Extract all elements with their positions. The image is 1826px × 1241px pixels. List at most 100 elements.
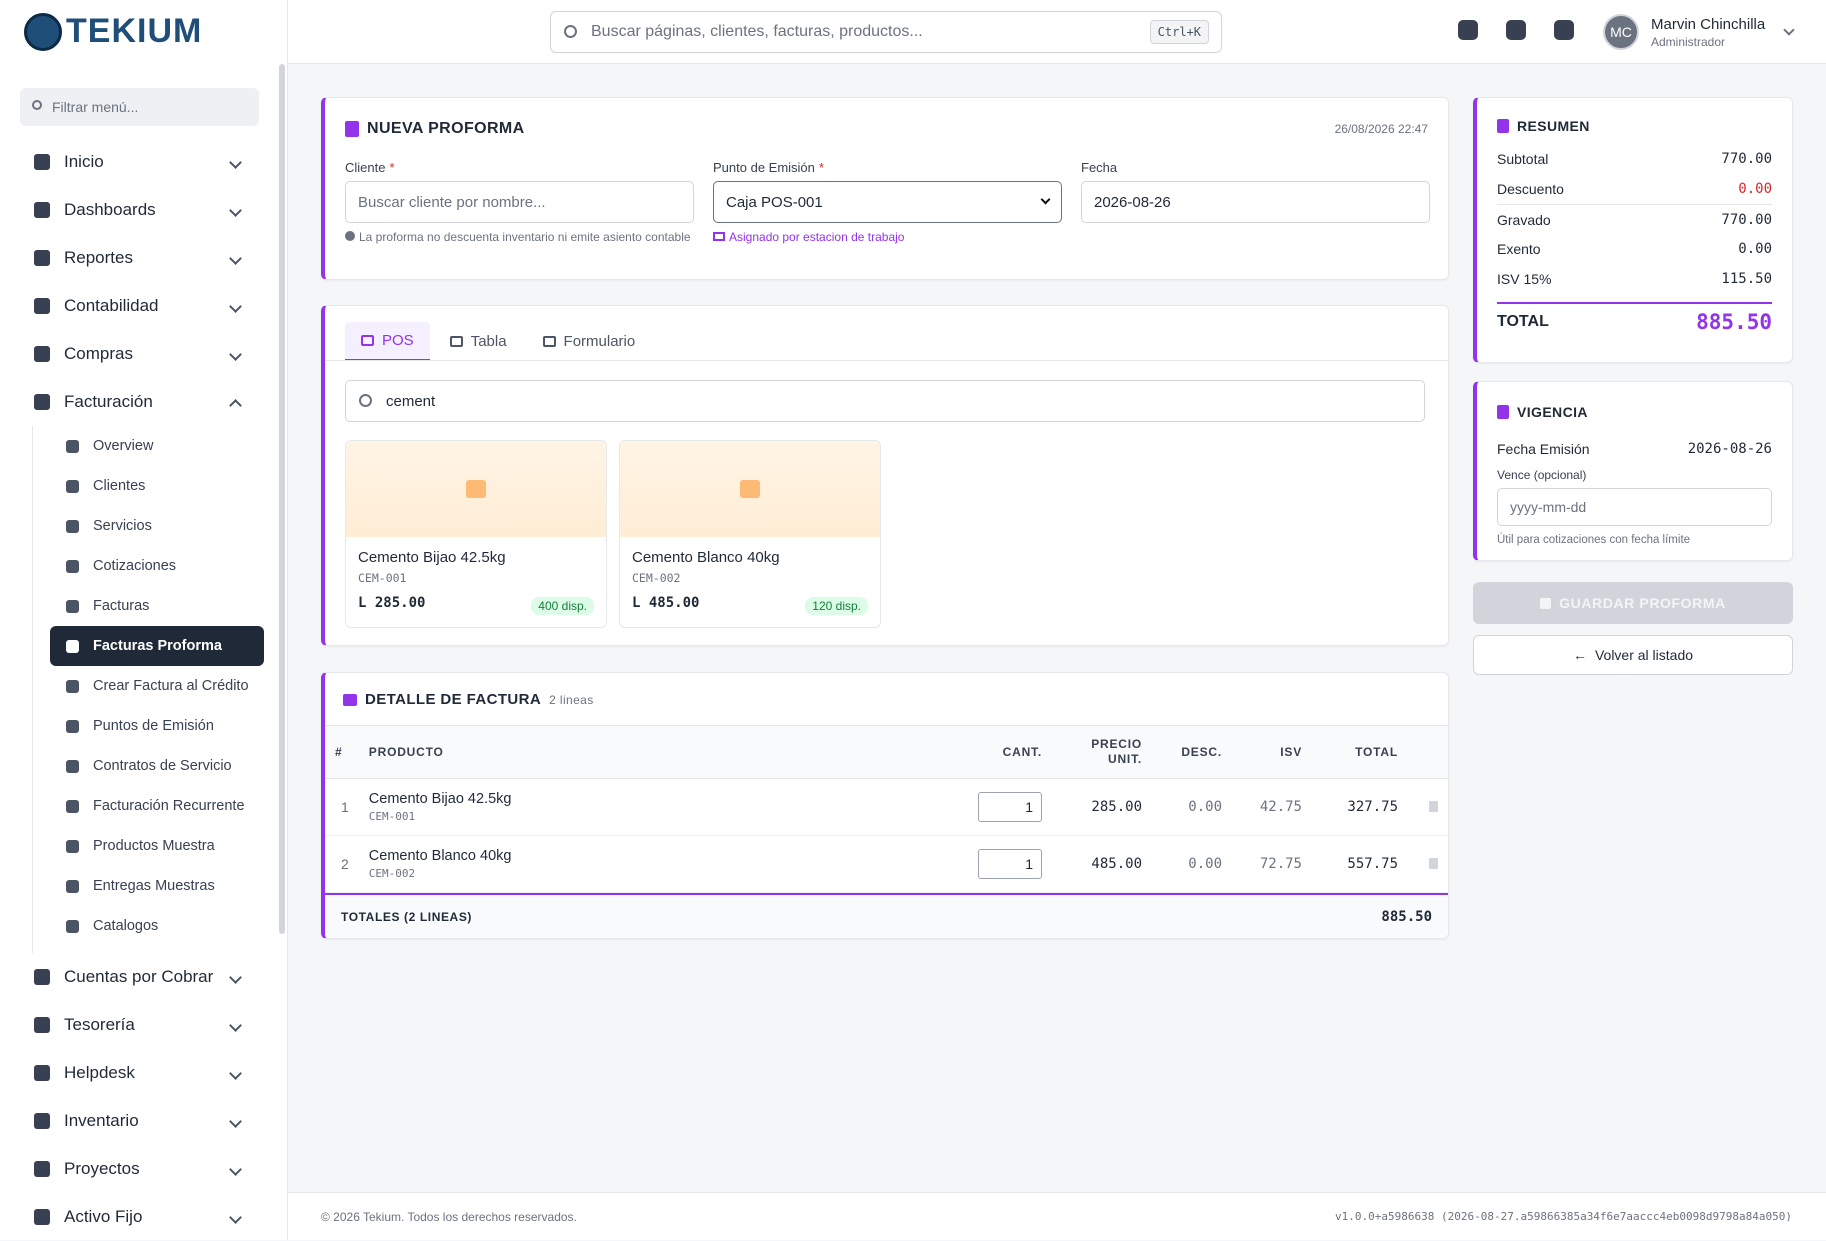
tab[interactable]: Formulario	[527, 322, 652, 361]
submenu-item[interactable]: Entregas Muestras	[50, 866, 264, 906]
submenu-label: Facturación Recurrente	[93, 798, 245, 814]
summary-row: Exento 0.00	[1497, 234, 1772, 264]
shortcut: Ctrl+K	[1149, 20, 1209, 44]
tab-label: Tabla	[470, 333, 507, 350]
row-number: 1	[325, 778, 359, 836]
summary-label: ISV 15%	[1497, 271, 1552, 287]
user-menu[interactable]: MC Marvin Chinchilla Administrador	[1603, 14, 1795, 50]
submenu-item[interactable]: Catalogos	[50, 906, 264, 946]
form-card: NUEVA PROFORMA 26/08/2026 22:47 Cliente *…	[321, 97, 1449, 280]
submenu-label: Productos Muestra	[93, 838, 215, 854]
nav-item[interactable]: Dashboards	[0, 186, 280, 234]
footer: © 2026 Tekium. Todos los derechos reserv…	[288, 1192, 1826, 1240]
nav-item[interactable]: Activo Fijo	[0, 1193, 280, 1241]
submenu-item[interactable]: Facturas	[50, 586, 264, 626]
qty-input[interactable]: 1	[978, 849, 1042, 879]
submenu-item[interactable]: Cotizaciones	[50, 546, 264, 586]
due-input[interactable]: yyyy-mm-dd	[1497, 488, 1772, 526]
logo[interactable]: TEKIUM	[24, 12, 202, 51]
column-header: CANT.	[962, 725, 1052, 779]
validity-card: VIGENCIA Fecha Emisión 2026-08-26 Vence (…	[1473, 381, 1793, 561]
totals-label: TOTALES (2 LINEAS)	[341, 909, 473, 924]
nav-label: Inicio	[64, 152, 104, 171]
icon	[34, 250, 50, 266]
nav-item[interactable]: Cuentas por Cobrar	[0, 953, 280, 1001]
summary-label: Exento	[1497, 241, 1541, 257]
discount: 0.00	[1152, 835, 1232, 893]
chevron	[229, 398, 242, 412]
scrollbar[interactable]	[279, 64, 285, 934]
form-header: NUEVA PROFORMA	[345, 120, 525, 138]
icon	[66, 679, 79, 693]
nav-item[interactable]: Inventario	[0, 1097, 280, 1145]
line-count: 2 lineas	[549, 692, 594, 707]
summary-value: 770.00	[1721, 211, 1772, 228]
product-card[interactable]: Cemento Bijao 42.5kg CEM-001 L 285.00 400 d…	[345, 440, 607, 628]
chevron	[1783, 24, 1795, 36]
summary-rows: Subtotal 770.00 Descuento 0.00 Gravado 770.00…	[1497, 144, 1772, 294]
hint-text: La proforma no descuenta inventario ni e…	[359, 230, 691, 244]
nav-item[interactable]: Contabilidad	[0, 282, 280, 330]
summary-total: TOTAL 885.50	[1497, 302, 1772, 334]
notifications-icon[interactable]	[1506, 20, 1526, 40]
submenu-item[interactable]: Facturación Recurrente	[50, 786, 264, 826]
messages-icon[interactable]	[1554, 20, 1574, 40]
submenu-item[interactable]: Puntos de Emisión	[50, 706, 264, 746]
avatar: MC	[1603, 14, 1639, 50]
stock-badge: 400 disp.	[531, 597, 594, 615]
nav-item[interactable]: Compras	[0, 330, 280, 378]
chevron	[229, 1066, 242, 1080]
nav-item[interactable]: Helpdesk	[0, 1049, 280, 1097]
qty-input[interactable]: 1	[978, 792, 1042, 822]
icon	[34, 298, 50, 314]
emission-hint: Asignado por estacion de trabajo	[713, 229, 1062, 245]
product-image	[620, 441, 880, 537]
form-title: NUEVA PROFORMA	[367, 120, 525, 137]
submenu-item[interactable]: Clientes	[50, 466, 264, 506]
validity-header: VIGENCIA	[1497, 404, 1772, 420]
nav-item[interactable]: Inicio	[0, 138, 280, 186]
nav-label: Contabilidad	[64, 296, 159, 315]
global-search[interactable]: Buscar páginas, clientes, facturas, prod…	[550, 11, 1222, 53]
date-input[interactable]: 2026-08-26	[1081, 181, 1430, 223]
submenu-item[interactable]: Productos Muestra	[50, 826, 264, 866]
client-input[interactable]: Buscar cliente por nombre...	[345, 181, 694, 223]
totals-row: TOTALES (2 LINEAS) 885.50	[325, 893, 1448, 938]
product-card[interactable]: Cemento Blanco 40kg CEM-002 L 485.00 120 di…	[619, 440, 881, 628]
submenu-item[interactable]: Contratos de Servicio	[50, 746, 264, 786]
total-value: 885.50	[1696, 310, 1772, 334]
submenu-item[interactable]: Overview	[50, 426, 264, 466]
theme-icon[interactable]	[1458, 20, 1478, 40]
detail-table: # PRODUCTO CANT. PRECIO UNIT. DESC. ISV TOTAL …	[325, 725, 1448, 893]
product-search[interactable]: cement	[345, 380, 1425, 422]
tab[interactable]: Tabla	[434, 322, 523, 361]
tab[interactable]: POS	[345, 322, 430, 361]
tab-label: Formulario	[563, 333, 636, 350]
column-header: #	[325, 725, 359, 779]
delete-icon[interactable]	[1429, 858, 1438, 869]
submenu-item[interactable]: Crear Factura al Crédito	[50, 666, 264, 706]
summary-row: ISV 15% 115.50	[1497, 264, 1772, 294]
save-button[interactable]: GUARDAR PROFORMA	[1473, 582, 1793, 624]
product-price: L 285.00	[358, 595, 426, 611]
brand: TEKIUM	[66, 12, 203, 50]
user-role: Administrador	[1651, 34, 1726, 49]
nav-item[interactable]: Facturación	[0, 378, 280, 426]
nav-label: Helpdesk	[64, 1063, 135, 1082]
tabs: POS Tabla Formulario	[345, 322, 651, 361]
product-name: Cemento Bijao 42.5kg	[368, 791, 512, 807]
delete-icon[interactable]	[1429, 801, 1438, 812]
nav-label: Inventario	[64, 1111, 139, 1130]
menu-filter[interactable]: Filtrar menú...	[20, 88, 259, 126]
nav-item[interactable]: Tesorería	[0, 1001, 280, 1049]
product-cell: Cemento Blanco 40kg CEM-002	[358, 835, 962, 893]
chevron	[229, 299, 242, 313]
back-button[interactable]: ← Volver al listado	[1473, 635, 1793, 675]
nav-item[interactable]: Reportes	[0, 234, 280, 282]
chevron	[229, 1114, 242, 1128]
submenu-item[interactable]: Servicios	[50, 506, 264, 546]
emission-select[interactable]: Caja POS-001	[713, 181, 1062, 223]
icon	[34, 394, 50, 410]
nav-item[interactable]: Proyectos	[0, 1145, 280, 1193]
submenu-item[interactable]: Facturas Proforma	[50, 626, 264, 666]
